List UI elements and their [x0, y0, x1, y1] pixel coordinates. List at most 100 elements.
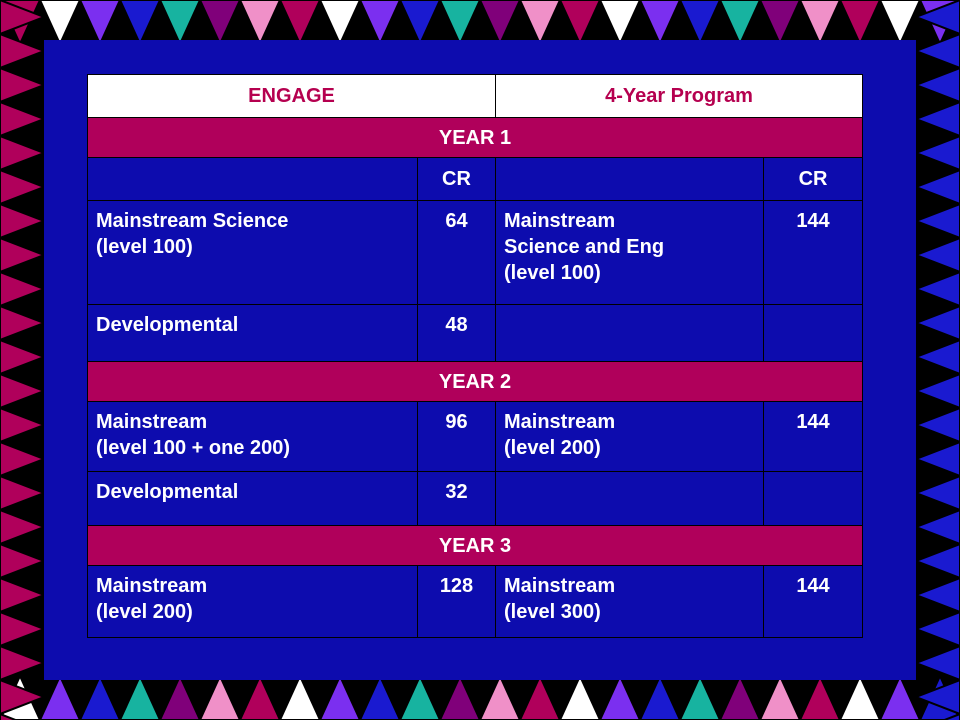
engage-course: Mainstream Science (level 100): [87, 200, 418, 305]
table-row: Developmental 48: [87, 304, 864, 362]
engage-credits: 48: [417, 304, 496, 362]
border-triangle: [913, 202, 960, 240]
border-triangle: [518, 673, 562, 720]
border-triangle: [78, 673, 122, 720]
engage-credits: 32: [417, 471, 496, 526]
border-triangle: [798, 673, 842, 720]
border-triangle: [913, 610, 960, 648]
table-header-row: ENGAGE 4-Year Program: [87, 74, 864, 118]
border-triangle: [558, 673, 602, 720]
border-triangle: [0, 66, 47, 104]
border-triangle: [558, 0, 602, 47]
header-4-year-program: 4-Year Program: [494, 74, 864, 118]
border-triangle: [913, 644, 960, 682]
border-triangle: [0, 304, 47, 342]
border-triangle: [913, 508, 960, 546]
border-triangle: [0, 712, 19, 720]
border-triangle: [0, 474, 47, 512]
border-triangle: [913, 270, 960, 308]
border-triangle: [38, 673, 82, 720]
engage-credits: 96: [417, 401, 496, 472]
table-row: Mainstream Science (level 100) 64 Mainstr…: [87, 200, 864, 305]
credit-header-row: CR CR: [87, 157, 864, 201]
border-triangle: [158, 0, 202, 47]
border-triangle: [318, 0, 362, 47]
border-triangle: [0, 440, 47, 478]
border-triangle: [278, 673, 322, 720]
border-triangle: [0, 542, 47, 580]
border-triangle: [0, 134, 47, 172]
header-engage: ENGAGE: [87, 74, 496, 118]
border-triangle: [598, 673, 642, 720]
empty-cell: [495, 304, 764, 362]
border-triangle: [198, 0, 242, 47]
border-triangle: [478, 0, 522, 47]
table-row: Developmental 32: [87, 471, 864, 526]
border-triangle: [0, 678, 47, 716]
program-table: ENGAGE 4-Year Program YEAR 1 CR CR Mains…: [86, 74, 864, 638]
border-triangle: [278, 0, 322, 47]
engage-course: Mainstream (level 200): [87, 565, 418, 638]
border-triangle: [0, 0, 47, 36]
engage-credits: 128: [417, 565, 496, 638]
border-triangle: [913, 32, 960, 70]
year-2-band: YEAR 2: [86, 361, 864, 402]
program-course: Mainstream Science and Eng (level 100): [495, 200, 764, 305]
border-triangle: [913, 304, 960, 342]
border-triangle: [718, 673, 762, 720]
border-triangle: [0, 270, 47, 308]
border-triangle: [913, 576, 960, 614]
border-triangle: [758, 0, 802, 47]
border-triangle: [678, 0, 722, 47]
border-triangle: [478, 673, 522, 720]
table-row: Mainstream (level 200) 128 Mainstream (lev…: [87, 565, 864, 638]
border-triangle: [758, 673, 802, 720]
border-triangle: [38, 0, 82, 47]
credit-header-left: CR: [417, 157, 496, 201]
border-triangle: [0, 236, 47, 274]
border-triangle: [913, 134, 960, 172]
border-triangle: [0, 100, 47, 138]
border-triangle: [838, 0, 882, 47]
border-triangle: [0, 338, 47, 376]
border-triangle: [0, 644, 47, 682]
border-triangle: [0, 202, 47, 240]
border-triangle: [638, 673, 682, 720]
border-triangle: [913, 474, 960, 512]
border-triangle: [118, 0, 162, 47]
credit-header-right: CR: [762, 157, 864, 201]
border-triangle: [198, 673, 242, 720]
year-3-band: YEAR 3: [86, 525, 864, 566]
border-triangle: [913, 236, 960, 274]
border-triangle: [398, 0, 442, 47]
border-triangle: [238, 0, 282, 47]
border-triangle: [358, 0, 402, 47]
border-triangle: [238, 673, 282, 720]
engage-credits: 64: [417, 200, 496, 305]
program-credits: 144: [762, 401, 864, 472]
engage-course: Developmental: [87, 304, 418, 362]
border-triangle: [0, 576, 47, 614]
border-triangle: [78, 0, 122, 47]
border-triangle: [0, 406, 47, 444]
engage-course: Developmental: [87, 471, 418, 526]
empty-cell: [87, 157, 418, 201]
empty-cell: [762, 304, 864, 362]
border-triangle: [913, 66, 960, 104]
border-triangle: [913, 338, 960, 376]
border-triangle: [318, 673, 362, 720]
border-triangle: [0, 610, 47, 648]
program-course: Mainstream (level 200): [495, 401, 764, 472]
border-triangle: [718, 0, 762, 47]
year-2-title: YEAR 2: [86, 361, 864, 402]
border-triangle: [878, 673, 922, 720]
program-credits: 144: [762, 200, 864, 305]
year-3-title: YEAR 3: [86, 525, 864, 566]
border-triangle: [0, 372, 47, 410]
border-triangle: [118, 673, 162, 720]
program-course: Mainstream (level 300): [495, 565, 764, 638]
border-triangle: [398, 673, 442, 720]
border-triangle: [438, 0, 482, 47]
empty-cell: [495, 471, 764, 526]
